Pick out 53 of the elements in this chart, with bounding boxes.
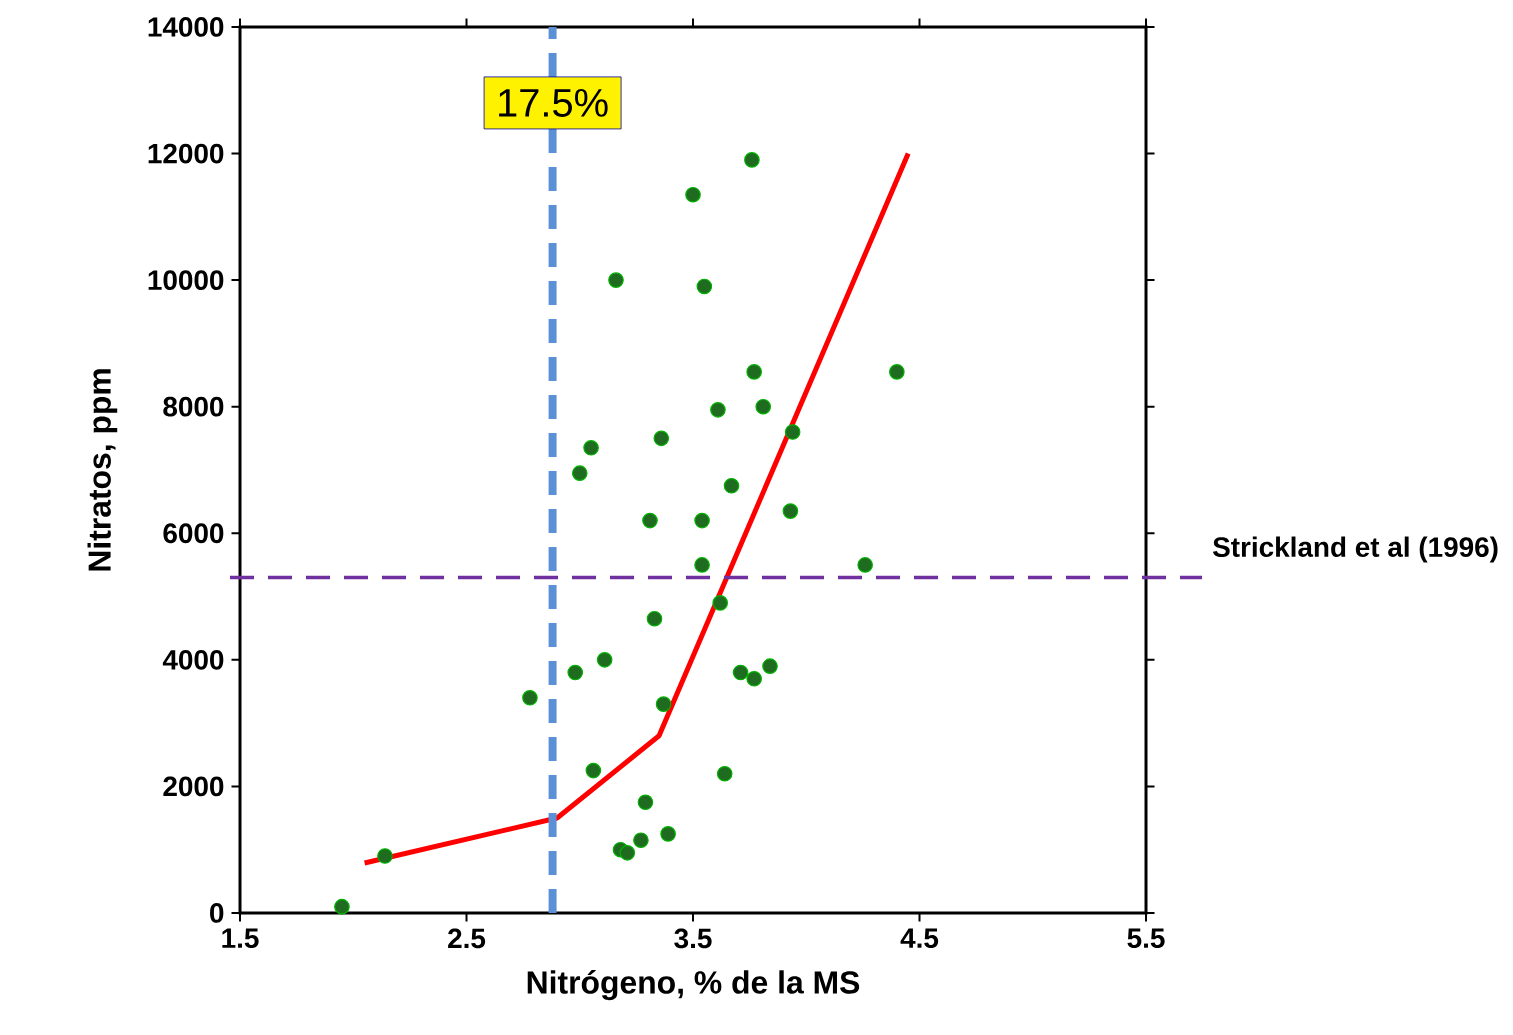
x-axis-title: Nitrógeno, % de la MS bbox=[527, 970, 860, 1001]
point bbox=[567, 664, 584, 681]
point bbox=[694, 512, 710, 529]
x-tick-label: 2.5 bbox=[448, 928, 486, 949]
point bbox=[596, 652, 613, 668]
x-tick-label: 5.5 bbox=[1127, 928, 1165, 948]
annotation: 17.5% bbox=[499, 88, 608, 117]
y-tick-label: 4000 bbox=[162, 649, 224, 670]
x-tick-label: 1.5 bbox=[222, 928, 259, 948]
point bbox=[583, 440, 599, 456]
y-tick-label: 12000 bbox=[148, 143, 224, 164]
point bbox=[608, 272, 624, 288]
point bbox=[696, 278, 713, 295]
line-series bbox=[362, 151, 911, 866]
x-tick-label: 3.5 bbox=[674, 928, 712, 949]
point bbox=[784, 424, 801, 440]
x-tick-label: 4.5 bbox=[900, 928, 939, 948]
point bbox=[710, 402, 726, 418]
point bbox=[685, 186, 701, 203]
point bbox=[585, 762, 602, 779]
point bbox=[746, 364, 762, 380]
point bbox=[723, 478, 740, 494]
point bbox=[744, 152, 760, 168]
point bbox=[377, 848, 393, 864]
point bbox=[755, 398, 772, 415]
point bbox=[522, 690, 538, 706]
y-tick-label: 2000 bbox=[163, 776, 224, 797]
point bbox=[653, 430, 670, 447]
point bbox=[619, 845, 636, 861]
point bbox=[334, 898, 350, 915]
point bbox=[637, 794, 654, 811]
y-tick-label: 10000 bbox=[148, 270, 224, 290]
point bbox=[655, 696, 672, 712]
point bbox=[782, 503, 799, 519]
point bbox=[646, 610, 663, 627]
point bbox=[660, 826, 676, 842]
point bbox=[642, 512, 658, 529]
point bbox=[633, 832, 649, 848]
point bbox=[732, 664, 749, 681]
y-tick-label: 8000 bbox=[163, 396, 224, 417]
point bbox=[716, 765, 733, 782]
y-tick-label: 0 bbox=[210, 903, 224, 923]
point bbox=[712, 595, 728, 611]
y-tick-label: 6000 bbox=[163, 523, 224, 544]
point bbox=[571, 465, 588, 481]
point bbox=[857, 557, 873, 573]
point bbox=[694, 557, 710, 573]
ref-line-label: Strickland et al (1996) bbox=[1212, 536, 1498, 563]
y-axis-title: Nitratos, ppm bbox=[87, 369, 118, 571]
y-tick-label: 14000 bbox=[148, 17, 224, 37]
point bbox=[746, 671, 762, 687]
point bbox=[889, 364, 905, 380]
point bbox=[762, 658, 778, 674]
